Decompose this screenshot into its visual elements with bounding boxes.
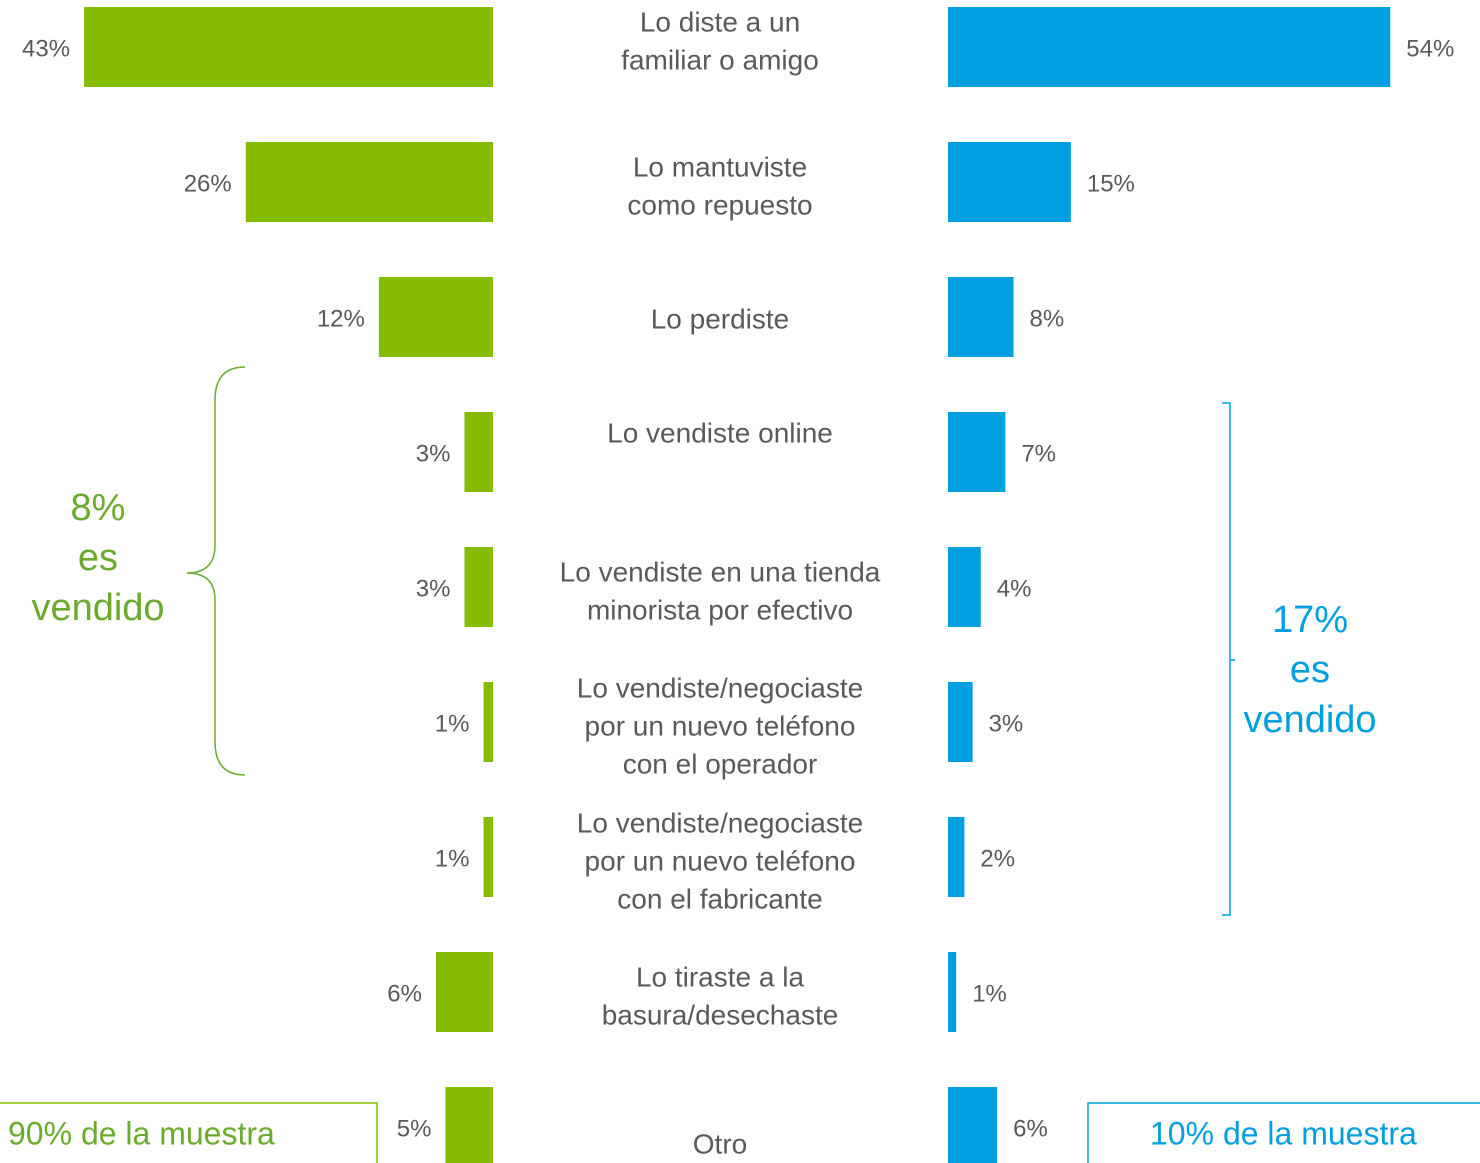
bracket-label: 17% [1272, 599, 1348, 641]
category-label: Lo vendiste en una tienda [560, 556, 881, 587]
bar [483, 682, 493, 762]
sample-label: 90% de la muestra [8, 1115, 275, 1151]
value-label: 3% [989, 710, 1024, 737]
green-bracket [186, 366, 246, 776]
bar [464, 412, 493, 492]
category-label: Lo mantuviste [633, 151, 807, 182]
bar [948, 952, 957, 1032]
value-label: 5% [397, 1115, 432, 1142]
category-label: familiar o amigo [621, 44, 819, 75]
bar [445, 1087, 493, 1163]
category-label: con el fabricante [617, 883, 822, 914]
bracket-label: 8% [71, 487, 126, 529]
value-label: 7% [1021, 440, 1056, 467]
bar [84, 7, 493, 87]
bar [245, 142, 493, 222]
value-label: 3% [416, 575, 451, 602]
bar [948, 412, 1006, 492]
category-label: Lo diste a un [640, 6, 800, 37]
value-label: 2% [980, 845, 1015, 872]
category-label: basura/desechaste [602, 999, 839, 1030]
bar [948, 142, 1071, 222]
bracket-label: vendido [1243, 699, 1376, 741]
value-label: 8% [1030, 305, 1065, 332]
bar [948, 7, 1391, 87]
category-label: Lo vendiste online [607, 417, 833, 448]
value-label: 54% [1406, 35, 1454, 62]
bar [378, 277, 493, 357]
bar [483, 817, 493, 897]
category-label: Lo vendiste/negociaste [577, 672, 863, 703]
category-label: por un nuevo teléfono [585, 710, 856, 741]
green-sample-box [0, 1102, 378, 1163]
bar [948, 547, 981, 627]
category-label: Otro [693, 1128, 747, 1159]
bracket-label: es [78, 537, 118, 579]
value-label: 26% [184, 170, 232, 197]
blue-sample-box [1087, 1102, 1480, 1163]
category-label: con el operador [623, 748, 818, 779]
category-label: Lo tiraste a la [636, 961, 805, 992]
blue-bracket [1222, 402, 1235, 916]
bracket-label: es [1290, 649, 1330, 691]
value-label: 3% [416, 440, 451, 467]
value-label: 6% [1013, 1115, 1048, 1142]
bracket-label: vendido [31, 587, 164, 629]
bar [948, 682, 973, 762]
value-label: 12% [317, 305, 365, 332]
bar [948, 277, 1014, 357]
bar [435, 952, 493, 1032]
category-label: Lo vendiste/negociaste [577, 807, 863, 838]
value-label: 15% [1087, 170, 1135, 197]
value-label: 1% [972, 980, 1007, 1007]
value-label: 1% [435, 845, 470, 872]
bar [948, 817, 965, 897]
bar [464, 547, 493, 627]
bar [948, 1087, 998, 1163]
category-label: como repuesto [627, 189, 812, 220]
category-label: minorista por efectivo [587, 594, 853, 625]
category-label: por un nuevo teléfono [585, 845, 856, 876]
value-label: 1% [435, 710, 470, 737]
value-label: 43% [22, 35, 70, 62]
value-label: 6% [387, 980, 422, 1007]
value-label: 4% [997, 575, 1032, 602]
sample-label: 10% de la muestra [1150, 1115, 1417, 1151]
category-label: Lo perdiste [651, 303, 790, 334]
